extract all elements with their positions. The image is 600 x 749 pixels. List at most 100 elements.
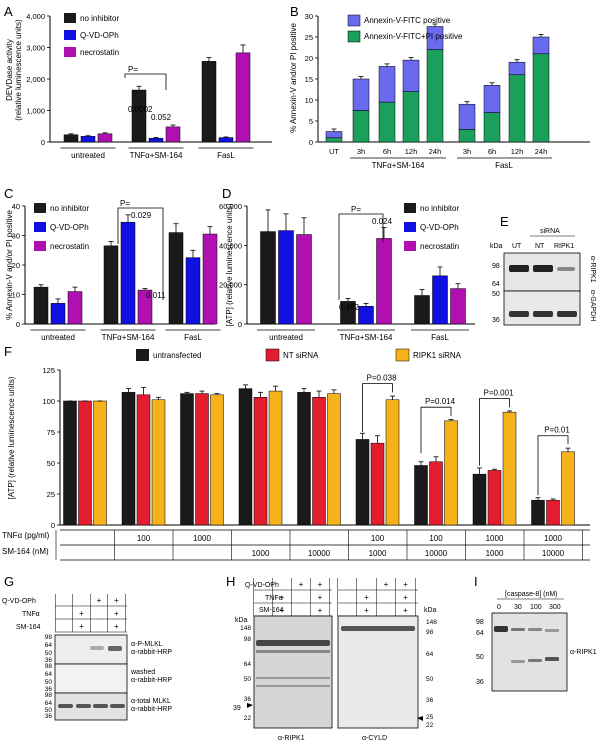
table-f-tnf-cell: 100 — [429, 534, 443, 543]
blot-e-band — [557, 267, 575, 271]
annotation-c-p: P= — [120, 199, 130, 208]
chart-b-bar — [508, 74, 526, 143]
blot-g-marker: 64 — [45, 642, 53, 649]
chart-c-y-tick-label: 30 — [12, 232, 20, 241]
chart-d-bar — [278, 230, 294, 325]
chart-a-bar — [80, 136, 96, 143]
blot-h-left-sign: + — [318, 606, 323, 615]
chart-f-annotation: P=0.001 — [483, 389, 514, 398]
blot-g-row-sm: SM-164 — [16, 624, 41, 631]
chart-b-y-tick-label: 30 — [305, 12, 313, 21]
chart-f-y-tick-label: 100 — [42, 397, 55, 406]
legend-d-swatch-no-inhibitor — [404, 203, 416, 213]
chart-f-bar — [238, 388, 253, 526]
blot-i-lane: 0 — [497, 604, 501, 611]
chart-c-bar — [202, 233, 218, 325]
panel-g: G Q-VD-OPh TNFα SM-164 + ++ ++ + 9864503698… — [2, 574, 172, 721]
chart-c-y-tick-label: 10 — [12, 291, 20, 300]
chart-d-bar — [450, 288, 466, 325]
chart-d-y-tick-label: 20,000 — [219, 281, 242, 290]
legend-d-swatch-necrostatin — [404, 241, 416, 251]
blot-h-right-sign: + — [403, 593, 408, 602]
blot-h-marker-left: 64 — [244, 661, 252, 668]
chart-c-x-tick-label: untreated — [41, 333, 75, 342]
chart-d-bar — [376, 238, 392, 325]
blot-e-lane-nt: NT — [535, 243, 545, 250]
blot-g-sign: + — [114, 622, 119, 631]
blot-g-label: α-rabbit-HRP — [131, 706, 172, 713]
blot-i-band — [545, 629, 559, 632]
chart-a-y-tick-label: 3,000 — [26, 44, 45, 53]
blot-h-row-tnf: TNFα — [265, 595, 283, 602]
chart-c-y-tick-label: 20 — [12, 261, 20, 270]
blot-h-right-sign: + — [364, 606, 369, 615]
chart-f-bar — [385, 399, 400, 526]
chart-f-bar — [151, 399, 166, 526]
table-f-tnf-cell: 100 — [137, 534, 151, 543]
chart-d-x-tick-label: TNFα+SM-164 — [340, 333, 393, 342]
blot-i-marker: 64 — [476, 630, 484, 637]
blot-h-row-qvd: Q-VD-OPh — [245, 582, 279, 589]
blot-g-sign: + — [114, 609, 119, 618]
chart-b-x-tick-label: 24h — [535, 147, 548, 156]
chart-c-bar — [50, 303, 66, 325]
blot-h-label-ripk1: α-RIPK1 — [278, 735, 305, 742]
bracket-d — [338, 213, 384, 300]
chart-b-group-label: TNFα+SM-164 — [372, 161, 425, 170]
chart-b-bar — [402, 59, 420, 92]
blot-e-lane-ripk1: RIPK1 — [554, 243, 574, 250]
chart-f-bar — [355, 439, 370, 526]
blot-g-marker: 50 — [45, 650, 53, 657]
chart-f-bar — [502, 411, 517, 526]
table-f-tnf-cell: 100 — [371, 534, 385, 543]
ylabel-a-line2: (relative luminescence units) — [14, 19, 23, 121]
row-label-tnf: TNFα (pg/ml) — [2, 531, 50, 540]
legend-b-swatch-annexin — [347, 14, 361, 27]
annotation-d-p: P= — [351, 205, 361, 214]
blot-g-band — [93, 704, 108, 708]
legend-a-swatch-qvd — [64, 30, 76, 40]
chart-f-bar — [253, 397, 268, 526]
blot-h-marker-left: 36 — [244, 696, 252, 703]
blot-g-band — [90, 646, 104, 650]
panel-d: D [ATP] (relative luminescence units) 0 2… — [219, 186, 475, 342]
chart-a-y-tick-label: 0 — [41, 138, 45, 147]
chart-a-bar — [63, 134, 79, 143]
chart-f-bar — [136, 394, 151, 526]
blot-g-band — [110, 704, 125, 708]
chart-f-y-tick-label: 75 — [47, 428, 55, 437]
blot-h-right-sign: + — [364, 593, 369, 602]
chart-f-bar — [370, 442, 385, 526]
blot-e-band — [533, 311, 553, 317]
legend-a-no-inhibitor: no inhibitor — [80, 14, 119, 23]
legend-d-no-inhibitor: no inhibitor — [420, 204, 459, 213]
chart-b-x-tick-label: 3h — [357, 147, 365, 156]
legend-f-swatch-ripk1 — [395, 348, 410, 362]
blot-h-band — [256, 677, 330, 679]
blot-h-band — [256, 650, 330, 653]
annotation-c-p1: 0.029 — [131, 211, 152, 220]
chart-f-bar — [414, 465, 428, 526]
blot-h-arrow-label: 39 — [233, 705, 241, 712]
chart-b-bar — [508, 61, 526, 76]
legend-d-swatch-qvd — [404, 222, 416, 232]
chart-b-x-tick-label: UT — [329, 147, 339, 156]
chart-b-bar — [325, 137, 343, 143]
legend-f-untransfected: untransfected — [153, 351, 201, 360]
blot-g-label: α-P-MLKL — [131, 641, 163, 648]
blot-i-lane: 300 — [549, 604, 561, 611]
blot-i-band — [528, 628, 542, 631]
blot-e-label-gapdh: α-GAPDH — [589, 290, 596, 321]
blot-i-band — [494, 626, 508, 632]
chart-f-bracket — [537, 435, 569, 496]
blot-i-lane: 100 — [530, 604, 542, 611]
panel-label-i: I — [474, 574, 478, 589]
legend-c-qvd: Q-VD-OPh — [50, 223, 89, 232]
panel-f: F [ATP] (relative luminescence units) un… — [2, 344, 590, 561]
chart-f-bar — [268, 390, 283, 526]
chart-f-y-tick-label: 0 — [51, 521, 55, 530]
blot-e-marker: 50 — [492, 291, 500, 298]
table-f-tnf-cell: 1000 — [486, 534, 504, 543]
chart-f-bar — [93, 400, 107, 526]
